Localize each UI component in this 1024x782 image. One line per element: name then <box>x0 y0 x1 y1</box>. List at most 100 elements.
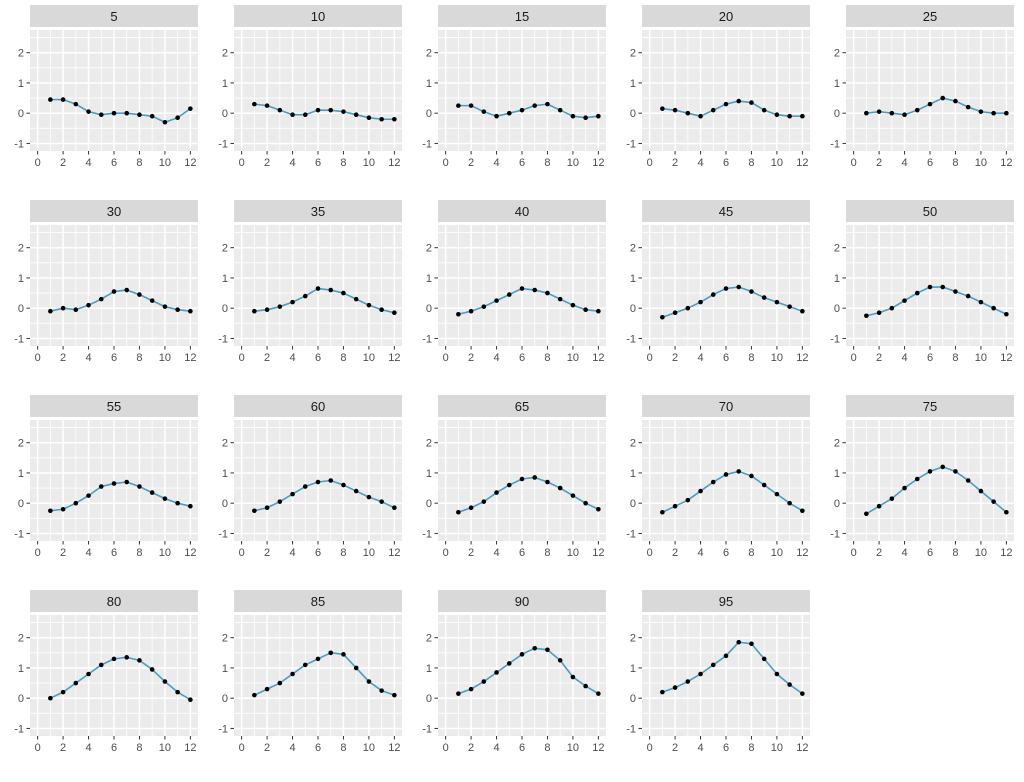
data-point <box>864 110 869 116</box>
data-line <box>253 652 396 696</box>
x-axis-tick-label: 10 <box>975 157 987 169</box>
data-point <box>583 683 588 689</box>
facet-strip-label: 50 <box>922 203 938 219</box>
facet-strip-label: 60 <box>310 398 326 414</box>
y-axis-tick-label: -1 <box>830 138 840 150</box>
y-axis-tick-label: 0 <box>834 498 840 510</box>
x-axis-tick-label: 12 <box>1000 157 1012 169</box>
x-axis-tick-label: 12 <box>1000 547 1012 559</box>
y-axis-tick-label: 0 <box>222 303 228 315</box>
data-point <box>902 485 907 491</box>
x-axis-tick-label: 4 <box>697 742 703 754</box>
y-axis-tick-label: -1 <box>830 528 840 540</box>
facet-panel: 210-10 2 4 6 8 10 12 <box>626 420 810 559</box>
x-axis-tick-label: 6 <box>723 157 729 169</box>
data-point <box>953 289 958 294</box>
y-axis-tick-label: 0 <box>18 303 24 315</box>
data-point <box>137 484 142 489</box>
facet-strip: 25 <box>846 5 1014 27</box>
x-axis-tick-label: 8 <box>340 742 346 754</box>
y-axis-tick-label: 2 <box>426 243 432 255</box>
y-axis-tick-label: 1 <box>834 273 840 285</box>
facet-strip-label: 25 <box>922 8 938 24</box>
y-axis-tick-label: -1 <box>422 723 432 735</box>
data-point <box>710 107 716 113</box>
data-point <box>379 116 384 122</box>
facet-cell: 90 2 1 0 -1 0 2 4 6 8 10 12 <box>408 585 612 780</box>
y-axis-tick-label: -1 <box>14 723 24 735</box>
data-point <box>456 691 461 696</box>
data-point <box>481 679 487 684</box>
x-axis-tick-label: 10 <box>159 547 171 559</box>
data-point <box>506 110 512 116</box>
y-axis-tick-label: 2 <box>630 243 636 255</box>
data-point <box>315 479 321 485</box>
x-axis-tick-label: 8 <box>136 547 142 559</box>
data-point <box>341 290 346 296</box>
facet-cell: 80 2 1 0 -1 0 2 4 6 8 10 12 <box>0 585 204 780</box>
x-axis-tick-label: 0 <box>35 547 41 559</box>
x-axis-tick-label: 0 <box>35 742 41 754</box>
data-point <box>302 112 308 117</box>
data-point <box>252 101 257 107</box>
x-axis-tick-label: 10 <box>363 352 375 364</box>
facet-panel: 210-10 2 4 6 8 10 12 <box>14 225 198 364</box>
facet-cell: 35 2 1 0 -1 0 2 4 6 8 10 12 <box>204 195 408 390</box>
facet-cell: 25 2 1 0 -1 0 2 4 6 8 10 12 <box>816 0 1020 195</box>
data-point <box>978 488 984 494</box>
data-point <box>532 103 538 108</box>
data-point <box>876 310 882 316</box>
data-point <box>162 119 168 125</box>
x-axis-tick-label: 4 <box>901 352 907 364</box>
y-axis-tick-label: 2 <box>222 48 228 60</box>
data-point <box>965 104 971 110</box>
x-axis-tick-label: 8 <box>544 742 550 754</box>
data-point <box>111 656 117 662</box>
data-point <box>940 284 946 290</box>
facet-strip: 95 <box>642 590 810 612</box>
x-axis-tick-label: 10 <box>771 157 783 169</box>
x-axis-tick-label: 8 <box>136 352 142 364</box>
facet-strip-label: 35 <box>310 203 326 219</box>
x-axis-tick-label: 0 <box>35 157 41 169</box>
data-point <box>583 307 588 312</box>
facet-cell: 75 2 1 0 -1 0 2 4 6 8 10 12 <box>816 390 1020 585</box>
data-point <box>519 476 525 482</box>
facet-cell: 70 2 1 0 -1 0 2 4 6 8 10 12 <box>612 390 816 585</box>
x-axis-tick-label: 12 <box>388 352 400 364</box>
y-axis-tick-label: 1 <box>426 78 432 90</box>
y-axis-tick-label: 0 <box>834 108 840 120</box>
facet-cell: 30 2 1 0 -1 0 2 4 6 8 10 12 <box>0 195 204 390</box>
facet-panel: 210-10 2 4 6 8 10 12 <box>830 420 1014 559</box>
x-axis-tick-label: 6 <box>927 157 933 169</box>
data-point <box>557 485 563 491</box>
y-axis-tick-label: -1 <box>422 528 432 540</box>
x-axis-tick-label: 4 <box>697 352 703 364</box>
data-point <box>672 310 678 316</box>
x-axis-tick-label: 2 <box>264 742 270 754</box>
y-axis-tick-label: -1 <box>14 528 24 540</box>
data-point <box>277 680 283 686</box>
x-axis-tick-label: 0 <box>851 547 857 559</box>
data-point <box>124 655 130 660</box>
data-point <box>774 671 780 677</box>
x-axis-tick-label: 2 <box>672 742 678 754</box>
facet-cell: 45 2 1 0 -1 0 2 4 6 8 10 12 <box>612 195 816 390</box>
data-point <box>353 488 359 494</box>
x-axis-tick-label: 2 <box>60 547 66 559</box>
x-axis-tick-label: 6 <box>927 547 933 559</box>
y-axis-tick-label: 2 <box>834 48 840 60</box>
data-point <box>264 686 270 692</box>
x-axis-tick-label: 4 <box>289 352 295 364</box>
data-point <box>749 100 754 105</box>
x-axis-tick-label: 0 <box>239 352 245 364</box>
facet-strip: 60 <box>234 395 402 417</box>
y-axis-tick-label: 0 <box>426 693 432 705</box>
x-axis-tick-label: 12 <box>796 352 808 364</box>
x-axis-tick-label: 12 <box>184 547 196 559</box>
data-point <box>672 503 678 509</box>
x-axis-tick-label: 10 <box>363 742 375 754</box>
data-point <box>481 499 487 504</box>
data-point <box>596 308 601 314</box>
y-axis-tick-label: 0 <box>18 693 24 705</box>
